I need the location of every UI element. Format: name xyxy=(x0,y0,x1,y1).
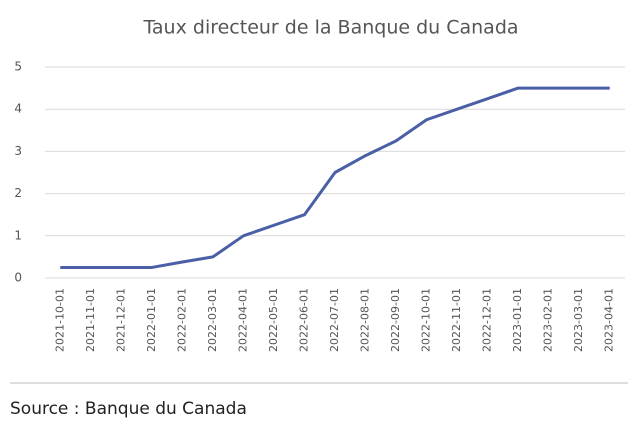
y-tick-label: 0 xyxy=(14,271,22,285)
x-tick-label: 2023-03-01 xyxy=(572,288,585,352)
x-tick-label: 2022-04-01 xyxy=(236,288,249,352)
x-tick-label: 2023-04-01 xyxy=(603,288,616,352)
x-tick-label: 2022-11-01 xyxy=(450,288,463,352)
x-tick-label: 2022-10-01 xyxy=(420,288,433,352)
x-tick-label: 2022-12-01 xyxy=(481,288,494,352)
x-tick-label: 2022-01-01 xyxy=(145,288,158,352)
x-tick-label: 2022-08-01 xyxy=(359,288,372,352)
y-tick-label: 4 xyxy=(14,102,22,116)
y-tick-label: 3 xyxy=(14,144,22,158)
x-tick-label: 2023-02-01 xyxy=(542,288,555,352)
y-tick-label: 1 xyxy=(14,228,22,242)
x-tick-label: 2023-01-01 xyxy=(511,288,524,352)
chart-title: Taux directeur de la Banque du Canada xyxy=(142,17,518,39)
x-tick-label: 2022-03-01 xyxy=(206,288,219,352)
x-tick-label: 2022-02-01 xyxy=(175,288,188,352)
source-note: Source : Banque du Canada xyxy=(10,399,247,419)
y-tick-label: 5 xyxy=(14,60,22,74)
x-tick-label: 2022-07-01 xyxy=(328,288,341,352)
x-tick-label: 2021-10-01 xyxy=(53,288,66,352)
x-tick-label: 2022-09-01 xyxy=(389,288,402,352)
x-tick-label: 2021-12-01 xyxy=(114,288,127,352)
x-tick-label: 2022-05-01 xyxy=(267,288,280,352)
x-tick-label: 2022-06-01 xyxy=(297,288,310,352)
data-line xyxy=(60,86,610,269)
x-tick-label: 2021-11-01 xyxy=(84,288,97,352)
y-tick-label: 2 xyxy=(14,186,22,200)
